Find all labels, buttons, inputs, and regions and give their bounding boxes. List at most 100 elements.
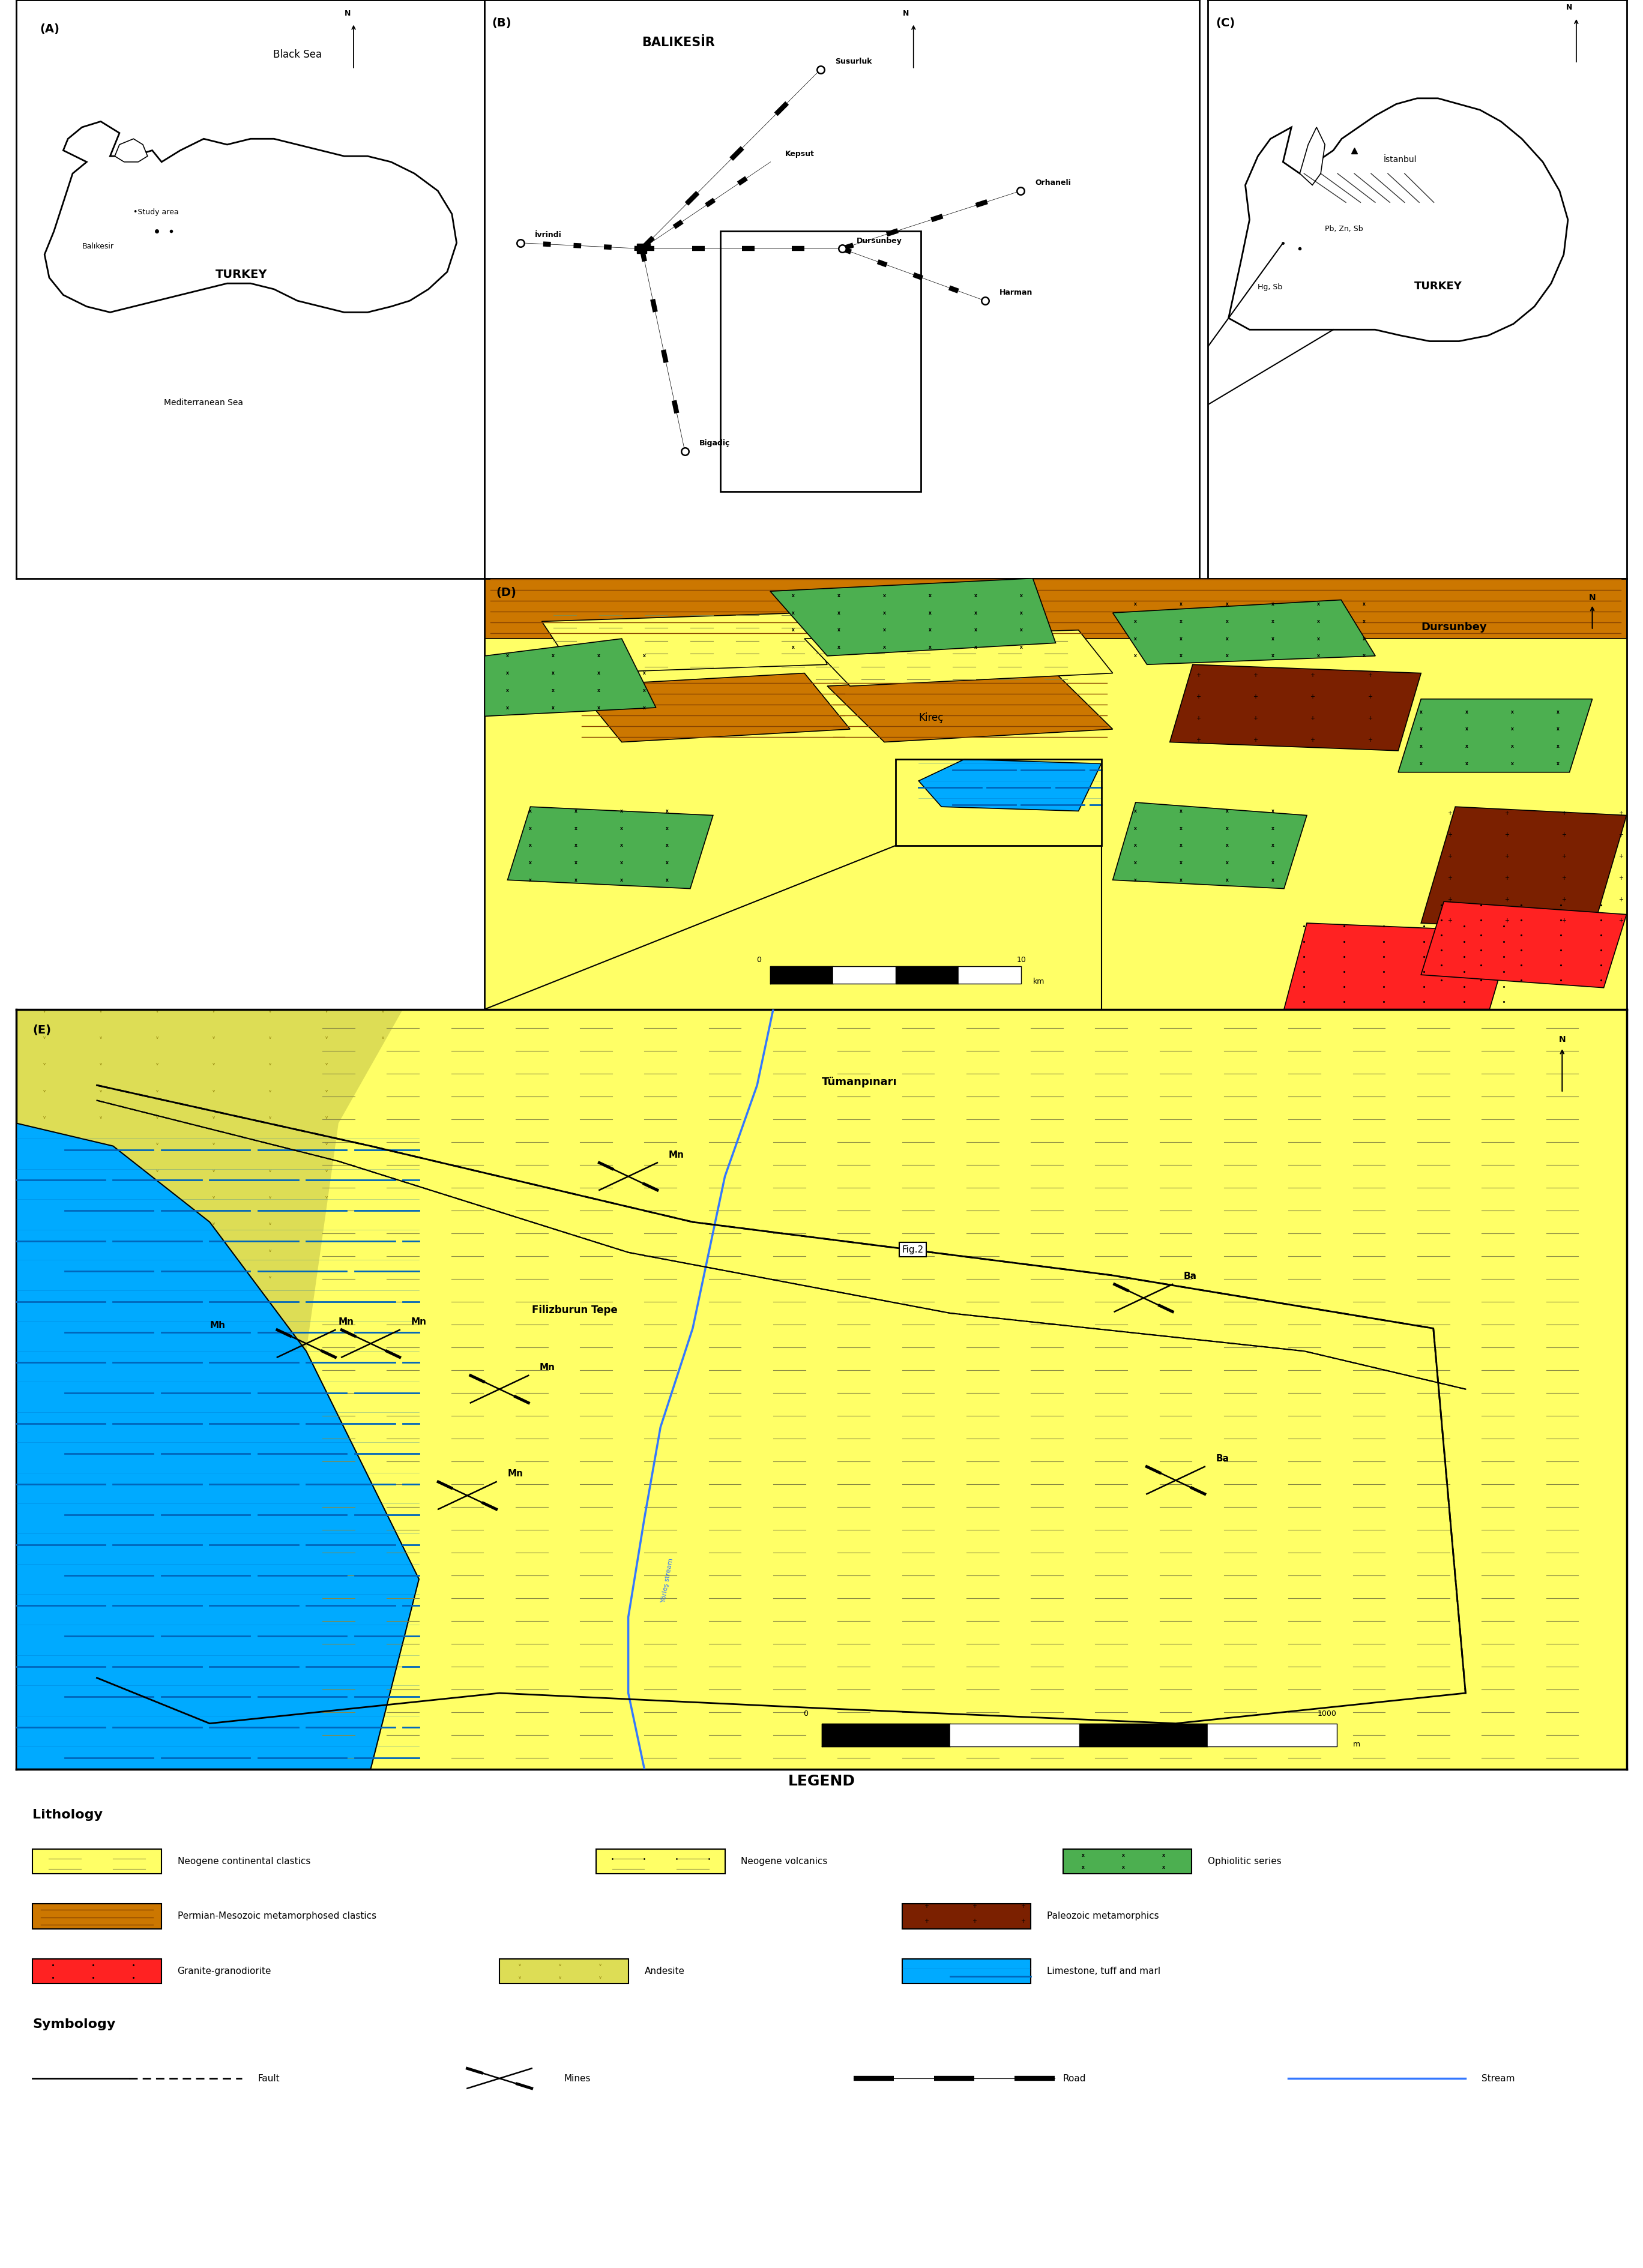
Text: +: + [1196,694,1201,701]
Text: x: x [1316,635,1319,642]
Text: v: v [212,1222,215,1225]
Text: v: v [495,1329,496,1331]
Text: v: v [664,1195,665,1200]
Polygon shape [1300,127,1324,186]
Text: 0: 0 [803,1710,808,1717]
Text: x: x [1466,744,1469,748]
Text: v: v [664,1753,665,1758]
Text: v: v [100,1647,102,1651]
Text: v: v [518,1975,521,1980]
Text: v: v [1058,1408,1060,1413]
Text: x: x [598,653,600,658]
Text: v: v [1397,1567,1398,1572]
Text: v: v [720,1436,723,1438]
Text: v: v [1339,1036,1342,1039]
Text: v: v [1227,1089,1229,1093]
Text: v: v [1227,1461,1229,1465]
Text: v: v [156,1222,159,1225]
Text: x: x [1226,807,1229,814]
Text: v: v [559,1975,562,1980]
Text: v: v [43,1461,46,1465]
Polygon shape [1112,803,1306,889]
Text: v: v [437,1408,440,1413]
Text: v: v [550,1195,554,1200]
Text: v: v [1339,1408,1342,1413]
Text: +: + [1309,737,1314,744]
Text: v: v [325,1647,327,1651]
Text: x: x [665,807,669,814]
Text: v: v [381,1567,384,1572]
Text: x: x [1272,619,1273,624]
Text: +: + [1561,810,1566,816]
Text: v: v [550,1622,554,1624]
Text: v: v [889,1250,891,1252]
Text: v: v [381,1647,384,1651]
Text: v: v [775,1250,779,1252]
Text: v: v [1001,1488,1004,1492]
Text: v: v [381,1143,384,1145]
Text: v: v [1397,1728,1398,1730]
Text: x: x [1081,1864,1084,1871]
Text: v: v [1339,1542,1342,1545]
Text: v: v [325,1329,327,1331]
Text: v: v [1564,1354,1567,1359]
Text: v: v [720,1381,723,1386]
Text: x: x [974,610,978,615]
Text: (B): (B) [491,18,511,29]
Text: v: v [212,1009,215,1014]
Text: v: v [1397,1250,1398,1252]
Text: v: v [606,1647,610,1651]
Text: +: + [1367,694,1372,701]
Text: v: v [550,1674,554,1678]
Text: v: v [606,1408,610,1413]
Text: v: v [833,1674,835,1678]
Text: v: v [212,1275,215,1279]
Text: v: v [833,1515,835,1517]
Text: v: v [381,1461,384,1465]
Text: v: v [269,1701,271,1703]
Text: v: v [100,1515,102,1517]
Text: v: v [1339,1728,1342,1730]
Text: +: + [1447,875,1452,880]
Text: +: + [1618,919,1623,923]
Text: v: v [606,1275,610,1279]
Text: v: v [1283,1753,1286,1758]
Text: v: v [212,1354,215,1359]
Text: v: v [664,1567,665,1572]
Text: Yörleş stream: Yörleş stream [660,1558,674,1603]
Text: v: v [889,1728,891,1730]
Text: v: v [720,1354,723,1359]
Text: v: v [606,1542,610,1545]
Text: x: x [838,644,840,651]
Text: +: + [1254,737,1259,744]
Text: v: v [269,1168,271,1173]
Text: v: v [100,1436,102,1438]
Text: v: v [775,1354,779,1359]
Text: v: v [1170,1701,1173,1703]
Text: v: v [495,1354,496,1359]
Text: v: v [495,1116,496,1120]
Text: v: v [100,1381,102,1386]
Text: v: v [269,1195,271,1200]
Text: x: x [1556,762,1559,767]
Text: v: v [1283,1222,1286,1225]
Text: v: v [720,1622,723,1624]
Text: v: v [100,1009,102,1014]
Text: v: v [381,1222,384,1225]
Text: x: x [1020,628,1024,633]
Text: v: v [664,1036,665,1039]
Text: x: x [1020,644,1024,651]
Text: v: v [1508,1674,1512,1678]
Text: v: v [1001,1250,1004,1252]
Text: v: v [1170,1381,1173,1386]
Text: v: v [156,1436,159,1438]
Text: v: v [775,1488,779,1492]
Text: v: v [775,1061,779,1066]
Text: v: v [325,1061,327,1066]
Text: +: + [1254,694,1259,701]
Text: v: v [381,1408,384,1413]
Text: v: v [1397,1116,1398,1120]
Text: v: v [945,1275,948,1279]
Text: v: v [550,1222,554,1225]
Text: (A): (A) [39,23,59,34]
